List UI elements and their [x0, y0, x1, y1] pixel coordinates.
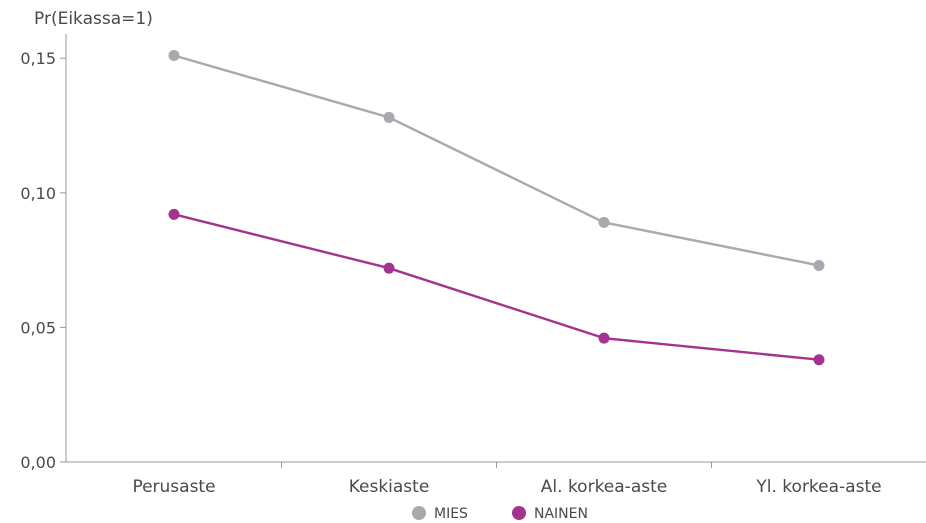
y-tick-label: 0,15 [20, 49, 56, 68]
data-point-nainen [168, 208, 180, 220]
x-tick-label: Keskiaste [349, 477, 430, 497]
data-point-mies [598, 216, 610, 228]
data-point-mies [168, 50, 180, 62]
series-layer [168, 50, 825, 366]
x-tick-label: Yl. korkea-aste [755, 477, 881, 497]
x-ticks: Perusaste Keskiaste Al. korkea-aste Yl. kor… [132, 462, 882, 497]
legend-marker-nainen [512, 506, 526, 520]
data-point-mies [813, 259, 825, 271]
x-tick-label: Perusaste [132, 477, 215, 497]
y-ticks: 0,00 0,05 0,10 0,15 [20, 49, 66, 472]
y-tick-label: 0,00 [20, 453, 56, 472]
data-point-nainen [383, 262, 395, 274]
series-line-nainen [173, 213, 820, 361]
y-axis-label: Pr(Eikassa=1) [34, 9, 153, 29]
legend-label: MIES [434, 506, 468, 522]
data-point-nainen [813, 354, 825, 366]
series-line-mies [173, 54, 820, 267]
data-point-nainen [598, 332, 610, 344]
legend: MIES NAINEN [412, 506, 588, 522]
legend-label: NAINEN [534, 506, 588, 522]
data-point-mies [383, 111, 395, 123]
legend-marker-mies [412, 506, 426, 520]
y-tick-label: 0,05 [20, 318, 56, 337]
y-tick-label: 0,10 [20, 184, 56, 203]
x-tick-label: Al. korkea-aste [541, 477, 667, 497]
